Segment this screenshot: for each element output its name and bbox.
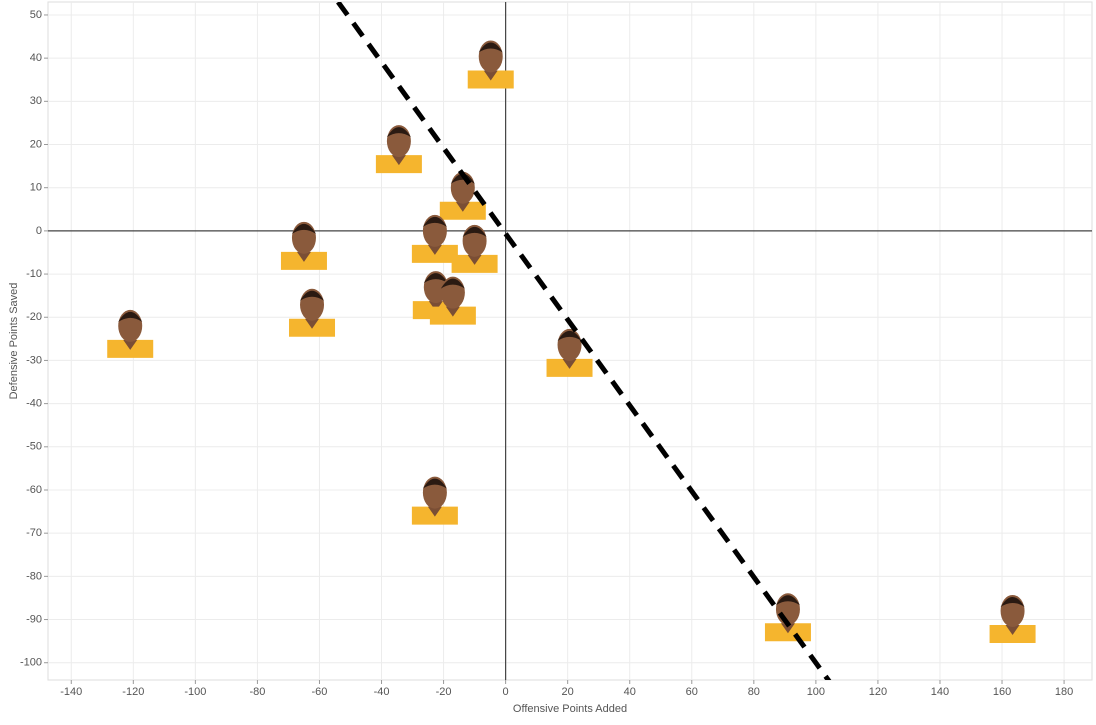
player-marker bbox=[451, 224, 498, 273]
trend-line bbox=[336, 2, 832, 680]
x-tick-label: -20 bbox=[436, 686, 452, 698]
x-tick-label: 0 bbox=[503, 686, 509, 698]
marks bbox=[107, 2, 1036, 680]
x-axis-label: Offensive Points Added bbox=[513, 703, 627, 715]
neck bbox=[780, 623, 795, 634]
neck bbox=[427, 506, 442, 517]
hair bbox=[462, 226, 487, 237]
hair bbox=[422, 216, 447, 227]
x-tick-label: 60 bbox=[686, 686, 698, 698]
grid: -140 -120 -100 -80 -60 -40 -20 0 20 40 60 80 100 120 1… bbox=[20, 2, 1092, 698]
trend-group bbox=[336, 2, 832, 680]
player-marker bbox=[467, 40, 514, 89]
player-marker bbox=[439, 171, 486, 220]
hair bbox=[478, 42, 503, 53]
x-tick-label: -80 bbox=[249, 686, 265, 698]
y-tick-label: -20 bbox=[26, 311, 42, 323]
hair bbox=[300, 290, 325, 301]
y-tick-label: -80 bbox=[26, 570, 42, 582]
x-tick-label: -40 bbox=[374, 686, 390, 698]
neck bbox=[445, 306, 460, 317]
hair bbox=[291, 223, 316, 234]
y-tick-label: 0 bbox=[36, 225, 42, 237]
neck bbox=[123, 339, 138, 350]
x-tick-label: -120 bbox=[122, 686, 144, 698]
x-tick-label: 20 bbox=[562, 686, 574, 698]
player-marker bbox=[375, 125, 422, 174]
neck bbox=[428, 301, 443, 312]
hair bbox=[1000, 596, 1025, 607]
player-marker bbox=[989, 594, 1036, 643]
neck bbox=[467, 254, 482, 265]
player-marker bbox=[289, 288, 336, 337]
x-tick-label: 180 bbox=[1055, 686, 1073, 698]
x-tick-label: -100 bbox=[184, 686, 206, 698]
hair bbox=[118, 311, 143, 322]
hair bbox=[423, 273, 448, 284]
hair bbox=[440, 278, 465, 289]
neck bbox=[562, 358, 577, 369]
x-tick-label: 160 bbox=[993, 686, 1011, 698]
hair bbox=[422, 478, 447, 489]
x-tick-label: 140 bbox=[931, 686, 949, 698]
y-tick-label: -10 bbox=[26, 268, 42, 280]
y-tick-label: 20 bbox=[30, 138, 42, 150]
player-marker bbox=[411, 476, 458, 525]
neck bbox=[296, 251, 311, 262]
x-tick-label: -140 bbox=[60, 686, 82, 698]
player-marker bbox=[546, 328, 593, 377]
x-tick-label: -60 bbox=[312, 686, 328, 698]
y-tick-label: 30 bbox=[30, 95, 42, 107]
x-tick-label: 80 bbox=[748, 686, 760, 698]
y-tick-label: 10 bbox=[30, 182, 42, 194]
x-tick-label: 100 bbox=[807, 686, 825, 698]
neck bbox=[391, 155, 406, 166]
hair bbox=[386, 127, 411, 138]
x-tick-label: 120 bbox=[869, 686, 887, 698]
y-tick-label: -100 bbox=[20, 657, 42, 669]
y-tick-label: -50 bbox=[26, 441, 42, 453]
player-marker bbox=[411, 214, 458, 263]
hair bbox=[557, 330, 582, 341]
y-tick-label: 40 bbox=[30, 52, 42, 64]
player-marker bbox=[107, 309, 154, 358]
neck bbox=[427, 244, 442, 255]
y-tick-label: -40 bbox=[26, 398, 42, 410]
y-tick-label: 50 bbox=[30, 9, 42, 21]
hair bbox=[775, 595, 800, 606]
neck bbox=[483, 70, 498, 81]
x-tick-label: 40 bbox=[624, 686, 636, 698]
neck bbox=[1005, 624, 1020, 635]
y-tick-label: -60 bbox=[26, 484, 42, 496]
y-tick-label: -70 bbox=[26, 527, 42, 539]
neck bbox=[455, 201, 470, 212]
y-tick-label: -30 bbox=[26, 354, 42, 366]
player-marker bbox=[429, 276, 476, 325]
neck bbox=[305, 318, 320, 329]
player-marker bbox=[280, 221, 327, 270]
y-tick-label: -90 bbox=[26, 613, 42, 625]
y-axis-label: Defensive Points Saved bbox=[8, 283, 20, 400]
